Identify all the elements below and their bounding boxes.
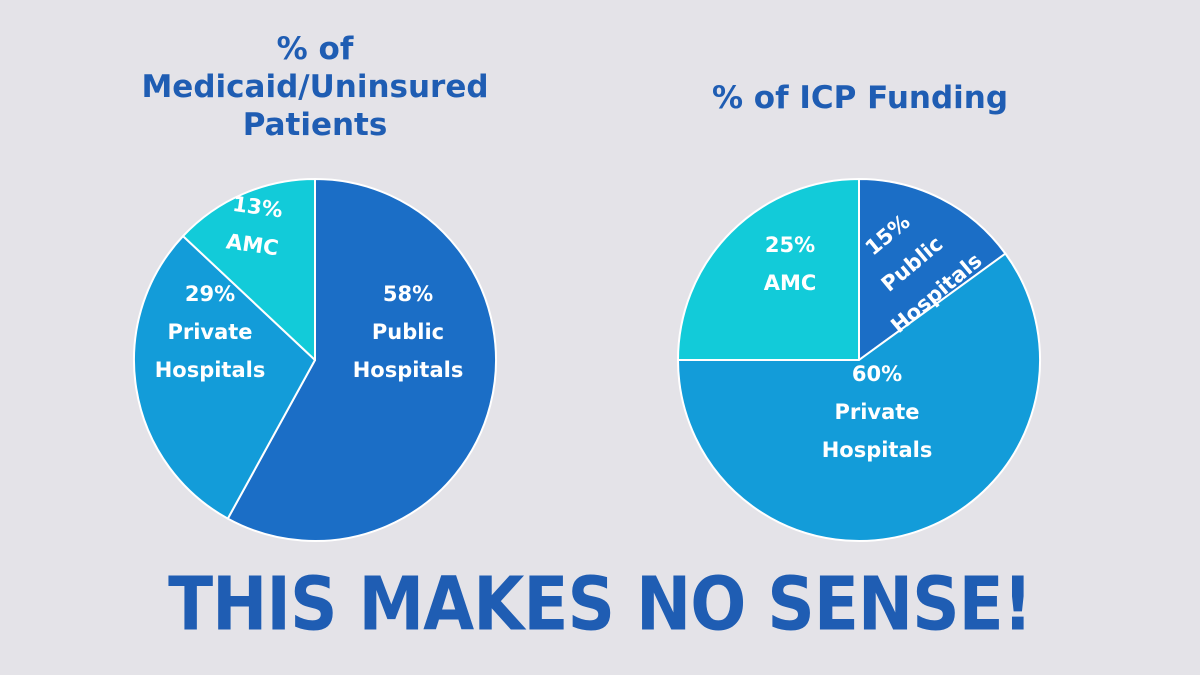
right-pie-slice-3-label: 25% AMC [764, 233, 817, 295]
right-pie-slice-2 [677, 252, 1041, 542]
right-pie-slice-1 [858, 178, 1007, 361]
left-pie-slice-2-label: 29% Private Hospitals [155, 282, 266, 382]
left-title-line-3: Patients [242, 107, 388, 143]
right-pie-slice-3 [677, 178, 860, 361]
right-title-line-1: % of ICP Funding [711, 80, 1009, 116]
left-pie-slice-1 [226, 178, 497, 542]
headline: THIS MAKES NO SENSE! [168, 561, 1033, 648]
left-pie-slice-2 [133, 235, 316, 520]
right-chart-title: % of ICP Funding [650, 79, 1070, 117]
left-title-line-1: % of [276, 31, 354, 67]
left-chart-title: % of Medicaid/Uninsured Patients [95, 30, 535, 144]
left-title-line-2: Medicaid/Uninsured [141, 69, 489, 105]
left-pie-slice-3-label: 13%AMC [225, 192, 286, 261]
left-pie-slice-1-label: 58% Public Hospitals [353, 282, 464, 382]
left-pie-slice-3 [182, 178, 316, 361]
right-pie-slice-2-label: 60% Private Hospitals [822, 362, 933, 462]
